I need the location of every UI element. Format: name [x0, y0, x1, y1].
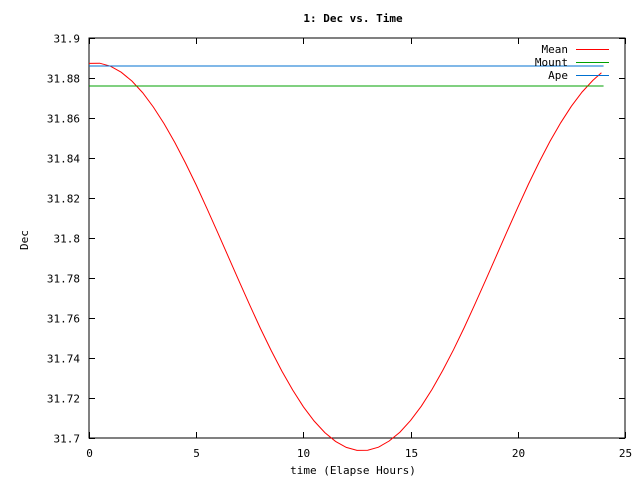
x-tick-label: 10 — [297, 447, 310, 460]
x-axis-label: time (Elapse Hours) — [290, 464, 416, 477]
y-tick-label: 31.72 — [47, 393, 80, 406]
legend-label-mean: Mean — [542, 43, 569, 56]
series-line-mean — [88, 62, 602, 451]
y-tick-label: 31.88 — [47, 73, 80, 86]
plot-frame — [88, 37, 626, 439]
x-tick-label: 20 — [512, 447, 525, 460]
series-layer — [88, 62, 604, 451]
x-tick-label: 25 — [619, 447, 632, 460]
y-tick-label: 31.78 — [47, 273, 80, 286]
x-tick-label: 5 — [193, 447, 200, 460]
x-tick-label: 15 — [405, 447, 418, 460]
y-tick-label: 31.82 — [47, 193, 80, 206]
x-tick-label: 0 — [86, 447, 93, 460]
y-tick-label: 31.8 — [54, 233, 81, 246]
y-tick-label: 31.9 — [54, 33, 81, 46]
y-tick-label: 31.7 — [54, 433, 81, 446]
y-axis-label: Dec — [18, 230, 31, 250]
y-tick-label: 31.86 — [47, 113, 80, 126]
y-tick-label: 31.76 — [47, 313, 80, 326]
legend-label-ape: Ape — [548, 69, 568, 82]
axes: 31.7 31.72 31.74 31.76 31.78 31.8 31.82 31.84 31… — [47, 33, 632, 461]
legend-label-mount: Mount — [535, 56, 568, 69]
y-tick-label: 31.84 — [47, 153, 80, 166]
y-tick-label: 31.74 — [47, 353, 80, 366]
chart-title: 1: Dec vs. Time — [303, 12, 403, 25]
